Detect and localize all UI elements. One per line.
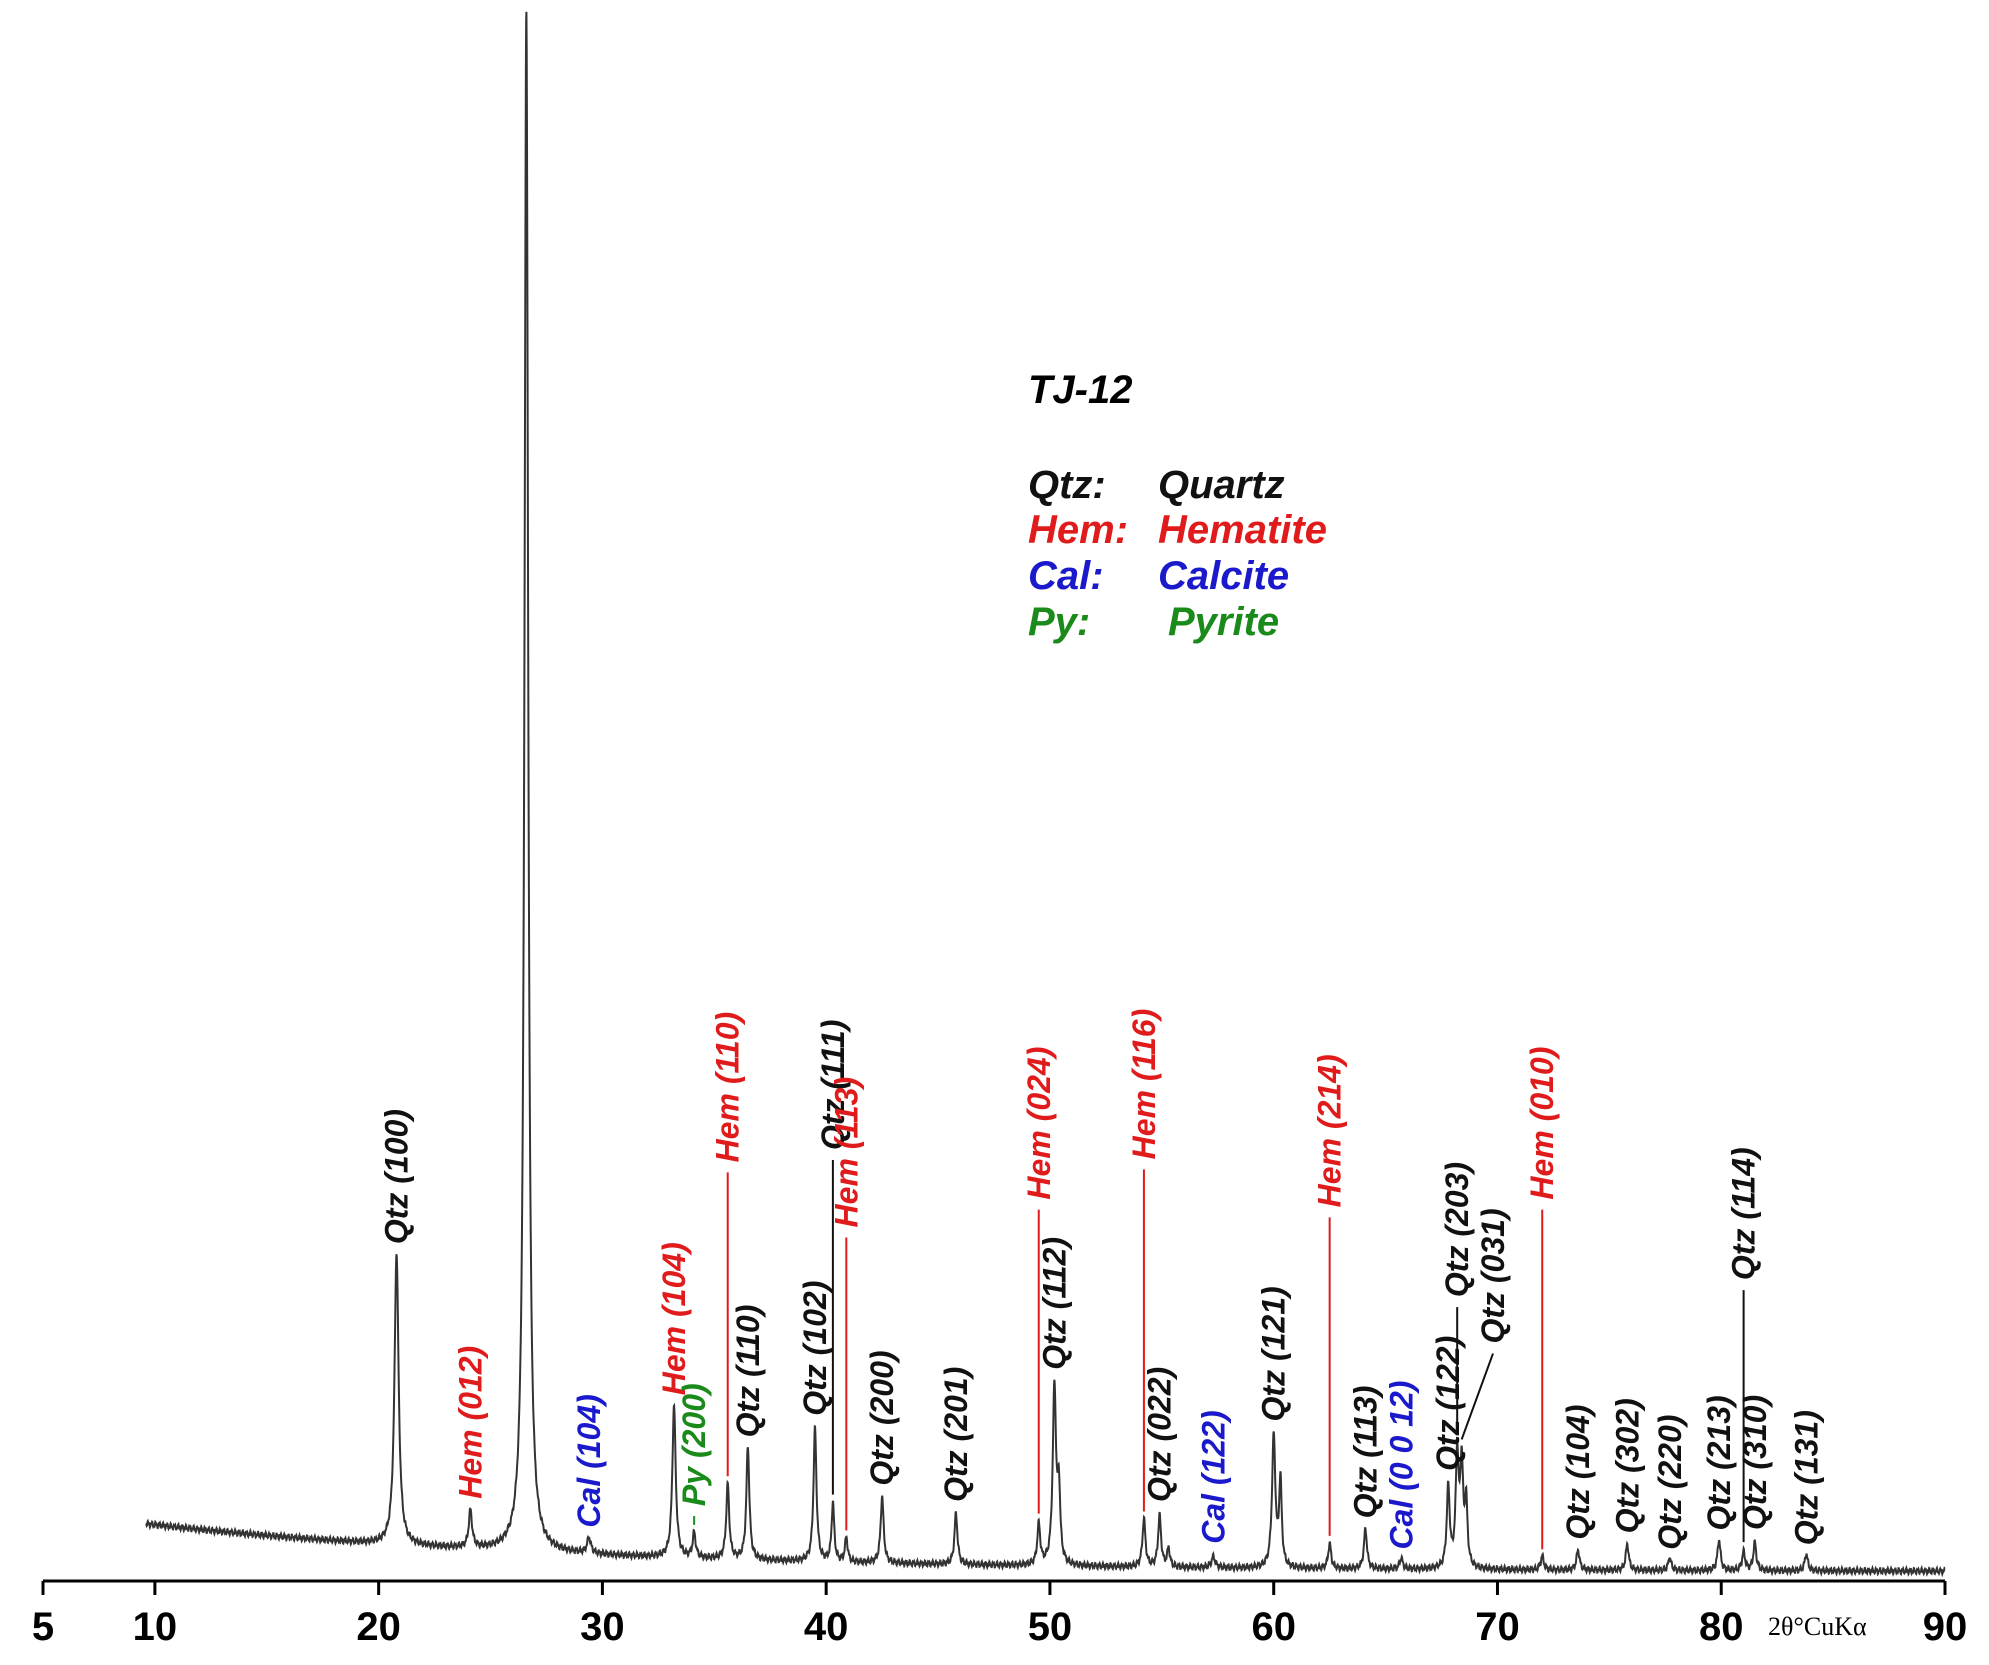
- trace-layer: [145, 11, 1946, 1578]
- peak-label-qtz-100: Qtz (100): [379, 1109, 415, 1244]
- peak-label-qtz-131: Qtz (131): [1788, 1410, 1824, 1545]
- peak-label-hem-012: Hem (012): [452, 1346, 488, 1499]
- peak-label-cal-122: Cal (122): [1195, 1410, 1231, 1543]
- peak-label-qtz-310: Qtz (310): [1737, 1395, 1773, 1530]
- peak-label-qtz-031: Qtz (031): [1475, 1208, 1511, 1343]
- peak-label-qtz-302: Qtz (302): [1609, 1398, 1645, 1533]
- peak-label-cal-104: Cal (104): [571, 1394, 607, 1527]
- peak-label-hem-113: Hem (113): [828, 1077, 864, 1228]
- x-tick-label-40: 40: [804, 1605, 849, 1649]
- peak-label-hem-214: Hem (214): [1312, 1054, 1348, 1207]
- peak-label-qtz-200: Qtz (200): [864, 1350, 900, 1485]
- tick-layer: 5 10 20 30 40 50 60 70 80 90: [32, 1581, 1967, 1649]
- x-tick-label-50: 50: [1028, 1605, 1073, 1649]
- peak-label-qtz-104: Qtz (104): [1560, 1405, 1596, 1540]
- peak-label-cal-0-0-12: Cal (0 0 12): [1383, 1381, 1419, 1550]
- peak-label-hem-116: Hem (116): [1126, 1009, 1162, 1160]
- x-tick-label-80: 80: [1699, 1605, 1744, 1649]
- peak-label-qtz-113: Qtz (113): [1347, 1386, 1383, 1519]
- legend-name-quartz: Quartz: [1158, 463, 1285, 507]
- label-layer: Qtz (100)Hem (012)Qtz (011)Cal (104)Hem …: [379, 1009, 1825, 1550]
- peak-label-qtz-114: Qtz (114): [1726, 1147, 1762, 1280]
- peak-label-qtz-201: Qtz (201): [938, 1367, 974, 1502]
- peak-label-qtz-220: Qtz (220): [1652, 1415, 1688, 1550]
- peak-label-qtz-102: Qtz (102): [797, 1281, 833, 1416]
- peak-label-qtz-110: Qtz (110): [730, 1305, 766, 1438]
- xrd-trace-line: [145, 11, 1946, 1578]
- x-tick-label-60: 60: [1251, 1605, 1296, 1649]
- leader-line-qtz-031: [1460, 1353, 1494, 1440]
- peak-label-py-200: Py (200): [676, 1383, 712, 1506]
- peak-label-hem-104: Hem (104): [656, 1242, 692, 1395]
- x-tick-label-30: 30: [580, 1605, 625, 1649]
- leader-layer: [693, 1160, 1745, 1550]
- peak-label-qtz-203: Qtz (203): [1439, 1162, 1475, 1297]
- peak-label-qtz-121: Qtz (121): [1256, 1286, 1292, 1421]
- x-tick-label-70: 70: [1475, 1605, 1520, 1649]
- legend-abbr-hematite: Hem:: [1028, 508, 1128, 552]
- chart-title: TJ-12: [1028, 368, 1133, 412]
- x-axis-unit-label: 2θ°CuKα: [1768, 1612, 1867, 1641]
- peak-label-qtz-213: Qtz (213): [1701, 1395, 1737, 1530]
- legend-abbr-calcite: Cal:: [1028, 554, 1104, 598]
- x-tick-label-90: 90: [1923, 1605, 1968, 1649]
- legend-name-pyrite: Pyrite: [1168, 600, 1279, 644]
- peak-label-hem-010: Hem (010): [1524, 1047, 1560, 1200]
- x-tick-label-5: 5: [32, 1605, 54, 1649]
- legend-name-hematite: Hematite: [1158, 508, 1327, 552]
- legend-abbr-pyrite: Py:: [1028, 600, 1090, 644]
- peak-label-qtz-112: Qtz (112): [1036, 1237, 1072, 1370]
- peak-label-hem-024: Hem (024): [1021, 1047, 1057, 1200]
- peak-label-qtz-111: Qtz (111): [815, 1020, 851, 1150]
- legend: Qtz: Quartz Hem: Hematite Cal: Calcite P…: [1028, 463, 1327, 644]
- x-tick-label-20: 20: [356, 1605, 401, 1649]
- peak-label-hem-110: Hem (110): [710, 1012, 746, 1163]
- legend-abbr-quartz: Qtz:: [1028, 463, 1106, 507]
- x-tick-label-10: 10: [133, 1605, 178, 1649]
- legend-name-calcite: Calcite: [1158, 554, 1289, 598]
- peak-label-qtz-022: Qtz (022): [1142, 1367, 1178, 1502]
- peak-label-qtz-122: Qtz (122): [1430, 1336, 1466, 1471]
